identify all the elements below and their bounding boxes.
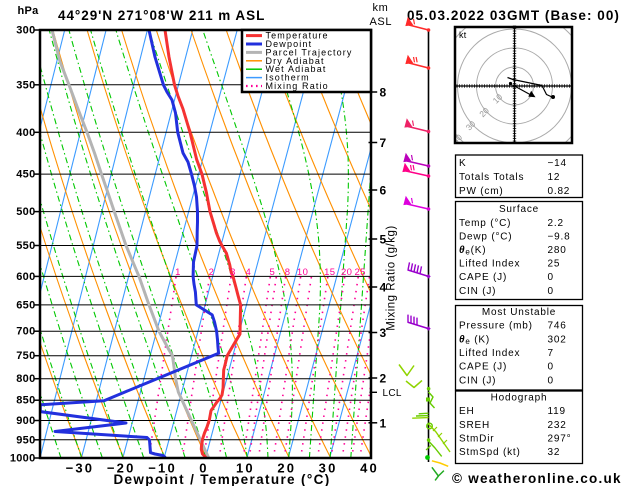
svg-text:Totals Totals: Totals Totals [459,172,524,183]
svg-text:7: 7 [380,136,387,150]
svg-text:297°: 297° [548,433,572,444]
svg-text:550: 550 [16,240,35,252]
svg-text:44°29'N 271°08'W 211 m ASL: 44°29'N 271°08'W 211 m ASL [58,8,265,23]
svg-text:ASL: ASL [370,16,393,28]
svg-text:3: 3 [380,326,387,340]
svg-text:−30: −30 [66,461,95,476]
svg-text:20: 20 [277,461,296,476]
svg-text:12: 12 [548,172,561,183]
svg-text:6: 6 [380,184,387,198]
svg-text:25: 25 [355,267,366,278]
svg-text:CIN (J): CIN (J) [459,375,496,386]
svg-text:30: 30 [319,461,338,476]
svg-text:2: 2 [209,267,215,278]
svg-text:Pressure (mb): Pressure (mb) [459,321,533,332]
svg-text:15: 15 [324,267,335,278]
svg-text:Mixing Ratio (g/kg): Mixing Ratio (g/kg) [386,225,398,330]
svg-text:1: 1 [175,267,181,278]
svg-text:Most Unstable: Most Unstable [482,307,556,318]
svg-text:280: 280 [548,245,567,256]
svg-text:5: 5 [380,233,387,247]
svg-text:302: 302 [548,334,567,345]
svg-text:0: 0 [548,272,554,283]
svg-text:Dewpoint / Temperature (°C): Dewpoint / Temperature (°C) [113,472,330,486]
svg-text:10: 10 [236,461,255,476]
svg-text:2: 2 [380,372,387,386]
svg-text:hPa: hPa [18,5,40,17]
svg-text:Surface: Surface [499,204,539,215]
svg-text:350: 350 [16,79,35,91]
svg-text:0: 0 [199,461,208,476]
svg-text:LCL: LCL [383,388,402,399]
svg-text:4: 4 [245,267,251,278]
svg-text:Dewpoint: Dewpoint [266,39,313,49]
svg-text:0: 0 [548,286,554,297]
svg-text:−14: −14 [548,158,567,169]
svg-text:750: 750 [16,350,35,362]
svg-text:650: 650 [16,299,35,311]
svg-text:05.03.2022 03GMT (Base: 00): 05.03.2022 03GMT (Base: 00) [407,8,620,23]
svg-text:Dewp (°C): Dewp (°C) [459,231,512,242]
svg-text:746: 746 [548,321,567,332]
svg-text:θe (K): θe (K) [459,334,490,346]
svg-text:Dry Adiabat: Dry Adiabat [266,56,325,66]
svg-text:25: 25 [548,259,561,270]
svg-text:EH: EH [459,406,475,417]
svg-text:800: 800 [16,373,35,385]
svg-text:300: 300 [16,25,35,37]
svg-text:θe(K): θe(K) [459,245,486,257]
svg-text:850: 850 [16,395,35,407]
svg-text:400: 400 [16,127,35,139]
svg-text:119: 119 [548,406,566,417]
svg-text:20: 20 [341,267,352,278]
svg-text:700: 700 [16,326,35,338]
svg-text:8: 8 [380,86,387,100]
svg-text:2.2: 2.2 [548,218,564,229]
svg-text:Mixing Ratio: Mixing Ratio [266,81,329,91]
svg-text:4: 4 [380,281,387,295]
svg-text:Temperature: Temperature [266,31,329,41]
svg-text:−20: −20 [107,461,136,476]
svg-text:Temp (°C): Temp (°C) [459,218,511,229]
svg-text:0: 0 [548,375,554,386]
svg-text:40: 40 [360,461,379,476]
svg-text:5: 5 [269,267,275,278]
svg-text:Lifted Index: Lifted Index [459,259,520,270]
svg-text:950: 950 [16,434,35,446]
svg-text:© weatheronline.co.uk: © weatheronline.co.uk [452,471,622,486]
svg-text:CIN (J): CIN (J) [459,286,496,297]
svg-text:900: 900 [16,415,35,427]
svg-text:Lifted Index: Lifted Index [459,348,520,359]
svg-text:32: 32 [548,447,561,458]
svg-text:km: km [373,2,389,14]
svg-text:StmDir: StmDir [459,433,494,444]
svg-text:Isotherm: Isotherm [266,73,310,83]
svg-text:K: K [459,158,466,169]
svg-text:Wet Adiabat: Wet Adiabat [266,64,327,74]
svg-text:PW (cm): PW (cm) [459,186,503,197]
svg-text:232: 232 [548,420,567,431]
svg-text:1000: 1000 [10,453,36,465]
svg-text:0.82: 0.82 [548,186,571,197]
svg-text:600: 600 [16,271,35,283]
svg-text:7: 7 [548,348,554,359]
svg-text:−9.8: −9.8 [548,231,571,242]
svg-text:8: 8 [285,267,291,278]
svg-text:0: 0 [548,362,554,373]
svg-text:10: 10 [297,267,308,278]
svg-text:StmSpd (kt): StmSpd (kt) [459,447,521,458]
svg-text:CAPE (J): CAPE (J) [459,362,507,373]
svg-text:Parcel Trajectory: Parcel Trajectory [266,47,353,57]
svg-text:1: 1 [380,416,387,430]
svg-text:CAPE (J): CAPE (J) [459,272,507,283]
svg-text:kt: kt [459,30,467,40]
svg-text:3: 3 [230,267,236,278]
svg-text:450: 450 [16,169,35,181]
svg-text:Hodograph: Hodograph [491,393,548,404]
svg-text:SREH: SREH [459,420,490,431]
svg-text:500: 500 [16,206,35,218]
svg-text:−10: −10 [148,461,177,476]
